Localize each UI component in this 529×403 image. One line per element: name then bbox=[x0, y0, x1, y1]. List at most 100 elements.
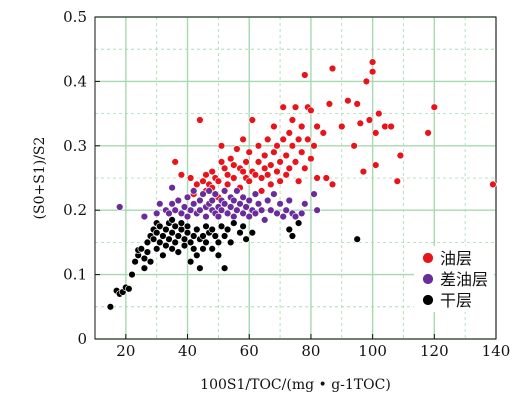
data-point bbox=[211, 232, 220, 240]
data-point bbox=[149, 235, 158, 243]
data-point bbox=[294, 177, 303, 185]
data-point bbox=[261, 216, 269, 224]
data-point bbox=[223, 171, 232, 179]
data-point bbox=[291, 158, 300, 166]
data-point bbox=[313, 122, 321, 131]
data-point bbox=[264, 171, 272, 179]
data-point bbox=[298, 148, 306, 156]
data-point bbox=[214, 251, 223, 260]
data-point bbox=[159, 232, 167, 240]
data-point bbox=[359, 167, 368, 176]
data-point bbox=[276, 200, 284, 208]
data-point bbox=[186, 174, 195, 182]
data-point bbox=[368, 67, 377, 76]
data-point bbox=[233, 145, 241, 153]
data-point bbox=[186, 258, 195, 266]
x-tick-label: 100 bbox=[358, 342, 387, 360]
data-point bbox=[239, 193, 247, 202]
data-point bbox=[162, 225, 170, 234]
data-point bbox=[208, 225, 216, 234]
plot-frame bbox=[94, 16, 497, 340]
data-point bbox=[217, 222, 226, 231]
data-point bbox=[245, 212, 253, 221]
data-point bbox=[276, 158, 284, 166]
data-point bbox=[196, 206, 204, 214]
x-tick-label: 60 bbox=[240, 342, 259, 360]
data-point bbox=[261, 151, 269, 160]
data-point bbox=[153, 209, 161, 218]
series-group bbox=[106, 216, 361, 311]
data-point bbox=[288, 142, 297, 150]
data-point bbox=[143, 248, 152, 256]
data-point bbox=[270, 148, 278, 156]
data-point bbox=[180, 241, 189, 250]
data-point bbox=[245, 177, 253, 185]
legend-label: 油层 bbox=[440, 249, 472, 268]
data-point bbox=[208, 167, 216, 176]
data-point bbox=[153, 245, 161, 253]
data-point bbox=[489, 180, 497, 189]
data-point bbox=[177, 225, 186, 234]
data-point bbox=[125, 285, 133, 293]
data-point bbox=[282, 171, 290, 179]
data-point bbox=[159, 251, 167, 260]
data-point bbox=[270, 190, 278, 198]
data-point bbox=[353, 100, 361, 108]
data-point bbox=[174, 232, 183, 240]
data-point bbox=[162, 241, 170, 250]
data-point bbox=[362, 77, 371, 86]
data-point bbox=[356, 119, 364, 128]
data-point bbox=[199, 245, 207, 253]
data-point bbox=[285, 225, 293, 234]
data-point bbox=[186, 238, 195, 247]
y-tick-label: 0.3 bbox=[63, 137, 87, 155]
data-point bbox=[233, 206, 241, 214]
data-point bbox=[236, 229, 244, 237]
data-point bbox=[183, 222, 192, 231]
data-point bbox=[301, 164, 309, 173]
data-point bbox=[202, 212, 210, 221]
data-point bbox=[285, 129, 293, 137]
data-point bbox=[233, 187, 241, 195]
data-point bbox=[264, 135, 272, 144]
data-point bbox=[310, 190, 318, 198]
data-point bbox=[257, 174, 266, 182]
data-point bbox=[353, 235, 361, 243]
x-tick-label: 40 bbox=[178, 342, 197, 360]
data-point bbox=[344, 96, 352, 105]
data-point bbox=[220, 232, 229, 240]
data-point bbox=[350, 142, 358, 150]
data-point bbox=[180, 203, 189, 211]
data-point bbox=[193, 225, 201, 234]
data-point bbox=[180, 235, 189, 243]
data-point bbox=[223, 225, 232, 234]
data-point bbox=[230, 212, 238, 221]
data-point bbox=[143, 238, 152, 247]
data-point bbox=[365, 116, 374, 124]
data-point bbox=[220, 264, 229, 272]
data-point bbox=[168, 229, 176, 237]
data-point bbox=[193, 251, 201, 260]
data-point bbox=[171, 206, 179, 214]
data-point bbox=[248, 229, 257, 237]
data-point bbox=[298, 209, 306, 218]
data-point bbox=[279, 103, 287, 111]
data-point bbox=[199, 232, 207, 240]
x-tick-label: 80 bbox=[301, 342, 320, 360]
data-point bbox=[267, 206, 275, 214]
data-point bbox=[227, 155, 235, 163]
data-point bbox=[202, 222, 210, 231]
y-tick-label: 0.2 bbox=[63, 201, 87, 219]
data-point bbox=[294, 219, 303, 227]
data-point bbox=[168, 245, 176, 253]
data-point bbox=[304, 135, 312, 144]
data-point bbox=[168, 200, 176, 208]
data-point bbox=[115, 203, 124, 211]
data-point bbox=[368, 58, 377, 66]
data-point bbox=[177, 171, 186, 179]
data-point bbox=[381, 122, 389, 131]
data-point bbox=[128, 270, 136, 279]
data-point bbox=[165, 209, 173, 218]
series-group bbox=[171, 58, 497, 205]
